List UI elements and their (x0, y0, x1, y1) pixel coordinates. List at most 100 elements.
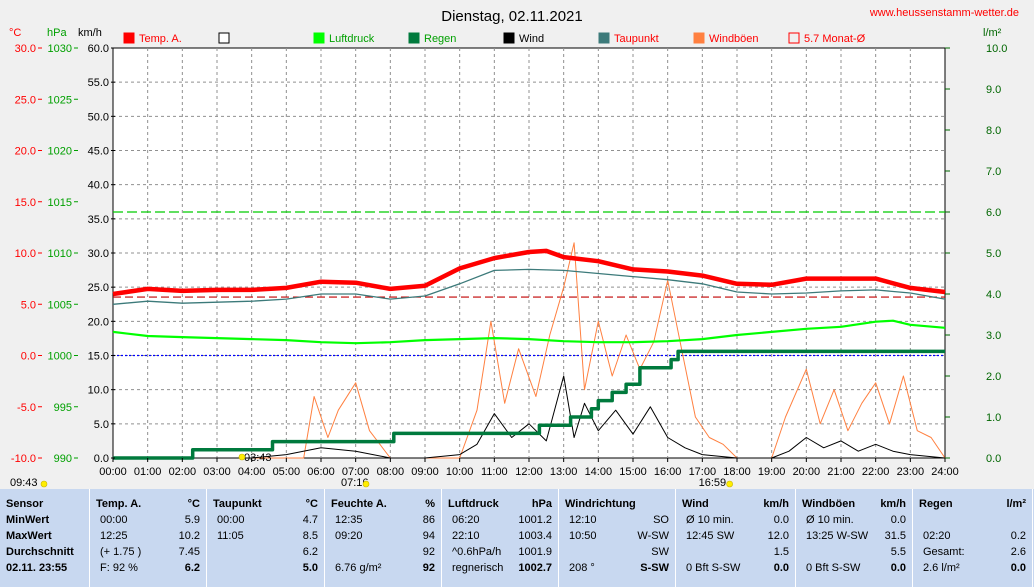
table-cell-value: 10.2 (178, 530, 200, 542)
table-row-min: Ø 10 min. 0.0 (676, 512, 795, 528)
wind-axis-tick-label: 50.0 (88, 111, 109, 123)
table-header-row: Temp. A. °C (90, 496, 206, 512)
x-axis-tick-label: 14:00 (585, 466, 613, 478)
x-axis-tick-label: 22:00 (862, 466, 890, 478)
table-header: Temp. A. (96, 498, 142, 510)
table-cell-value: W-SW (637, 530, 669, 542)
legend-swatch (218, 32, 230, 44)
rain-axis-tick-label: 8.0 (986, 125, 1001, 137)
legend-swatch (503, 32, 515, 44)
table-cell-value: 1003.4 (518, 530, 552, 542)
table-cell-label: 02:20 (923, 530, 951, 542)
wind-axis-tick-label: 5.0 (94, 419, 109, 431)
pressure-axis-tick-label: 1020 (48, 146, 72, 158)
table-cell-value: 94 (422, 530, 435, 542)
table-row-current: 02.11. 23:55 (0, 560, 89, 576)
table-header-row: Windböen km/h (796, 496, 912, 512)
temp-unit-label: °C (9, 27, 21, 39)
sun-marker-time: 03:43 (244, 452, 272, 464)
table-cell-value: 1001.2 (518, 514, 552, 526)
table-row-current: 6.76 g/m² 92 (325, 560, 441, 576)
wind-axis-tick-label: 10.0 (88, 385, 109, 397)
pressure-axis-tick-label: 1030 (48, 43, 72, 55)
series-temp-a- (112, 248, 946, 297)
x-axis-tick-label: 08:00 (377, 466, 405, 478)
weather-chart: 30.0 25.0 20.0 15.0 10.0 5.0 0.0 -5.0 -10.0 1030 1… (9, 7, 1019, 489)
table-unit: l/m² (1006, 498, 1026, 510)
x-axis-tick-label: 16:00 (654, 466, 682, 478)
sun-icon (726, 480, 733, 488)
table-cell-value: 1.5 (773, 546, 789, 558)
grid (113, 48, 945, 458)
table-row-max: 13:25 W-SW 31.5 (796, 528, 912, 544)
sun-markers: 09:43 03:43 07:16 16:59 (10, 452, 733, 489)
wind-axis-tick-label: 45.0 (88, 146, 109, 158)
wind-axis-tick-label: 60.0 (88, 43, 109, 55)
table-unit: % (425, 498, 435, 510)
series-wind (113, 375, 946, 459)
x-axis-tick-label: 13:00 (550, 466, 578, 478)
table-cell-value: 5.9 (184, 514, 200, 526)
table-row-label: MaxWert (6, 530, 52, 542)
x-axis-tick-label: 00:00 (99, 466, 127, 478)
table-column-temp-a-: Temp. A. °C 00:00 5.9 12:25 10.2 (+ 1.75 ) 7.45… (90, 489, 207, 587)
table-cell-label: 2.6 l/m² (923, 562, 960, 574)
table-cell-value: 4.7 (302, 514, 318, 526)
table-cell-value: 92 (422, 562, 435, 574)
x-axis-tick-label: 12:00 (515, 466, 543, 478)
table-row-min: Ø 10 min. 0.0 (796, 512, 912, 528)
table-cell-label: 00:00 (217, 514, 245, 526)
table-column-feuchte-a-: Feuchte A.% 12:35 86 09:20 94 92 6.76 g/m² 92 (325, 489, 442, 587)
table-unit: °C (305, 498, 318, 510)
table-cell-value: 5.5 (890, 546, 906, 558)
table-cell-label: F: 92 % (100, 562, 138, 574)
table-cell-label: 13:25 W-SW (806, 530, 869, 542)
table-column-windb-en: Windböen km/h Ø 10 min. 0.0 13:25 W-SW 31.5 5.… (796, 489, 913, 587)
table-cell-label: 12:45 SW (686, 530, 735, 542)
wind-axis-tick-label: 55.0 (88, 77, 109, 89)
table-cell-label: 0 Bft S-SW (686, 562, 741, 574)
table-header-row: Wind km/h (676, 496, 795, 512)
x-axis-tick-label: 21:00 (827, 466, 855, 478)
legend-label: 5.7 Monat-Ø (804, 33, 866, 45)
legend-swatch (408, 32, 420, 44)
website-label: www.heussenstamm-wetter.de (869, 7, 1019, 19)
x-axis-tick-label: 06:00 (307, 466, 335, 478)
legend-swatch (123, 32, 135, 44)
table-unit: km/h (763, 498, 789, 510)
table-header: Sensor (6, 498, 44, 510)
pressure-axis-tick-label: 1015 (48, 197, 72, 209)
x-axis-tick-label: 23:00 (897, 466, 925, 478)
rain-axis-tick-label: 5.0 (986, 248, 1001, 260)
table-cell-value: 6.2 (184, 562, 200, 574)
pressure-axis-tick-label: 1000 (48, 351, 72, 363)
series-taupunkt (112, 268, 946, 305)
table-cell-value: 12.0 (767, 530, 789, 542)
table-header-row: Windrichtung (559, 496, 675, 512)
table-cell-label: Ø 10 min. (686, 514, 734, 526)
legend-swatch (598, 32, 610, 44)
table-column-sensor: Sensor MinWert MaxWert Durchschnitt 02.11. 2… (0, 489, 90, 587)
table-header-row: Sensor (0, 496, 89, 512)
table-row-avg: 5.5 (796, 544, 912, 560)
sun-icon (40, 480, 48, 488)
table-header: Windböen (802, 498, 856, 510)
sun-icon (238, 453, 246, 461)
table-cell-label: Gesamt: (923, 546, 965, 558)
table-cell-label: 10:50 (569, 530, 597, 542)
table-unit: km/h (880, 498, 906, 510)
x-axis-tick-label: 09:00 (411, 466, 439, 478)
table-unit: °C (187, 498, 200, 510)
x-axis-tick-label: 02:00 (169, 466, 197, 478)
rain-axis-tick-label: 4.0 (986, 289, 1001, 301)
table-row-min: 12:10 SO (559, 512, 675, 528)
sun-marker-time: 16:59 (699, 477, 727, 489)
sun-marker-time: 07:16 (341, 477, 369, 489)
table-row-current: 5.0 (207, 560, 324, 576)
table-column-taupunkt: Taupunkt °C 00:00 4.7 11:05 8.5 6.2 5.0 (207, 489, 325, 587)
x-axis-tick-label: 11:00 (481, 466, 508, 478)
table-row-min: MinWert (0, 512, 89, 528)
table-row-current: 0 Bft S-SW 0.0 (676, 560, 795, 576)
table-cell-value: SW (651, 546, 669, 558)
temp-axis-tick-label: 0.0 (21, 351, 36, 363)
